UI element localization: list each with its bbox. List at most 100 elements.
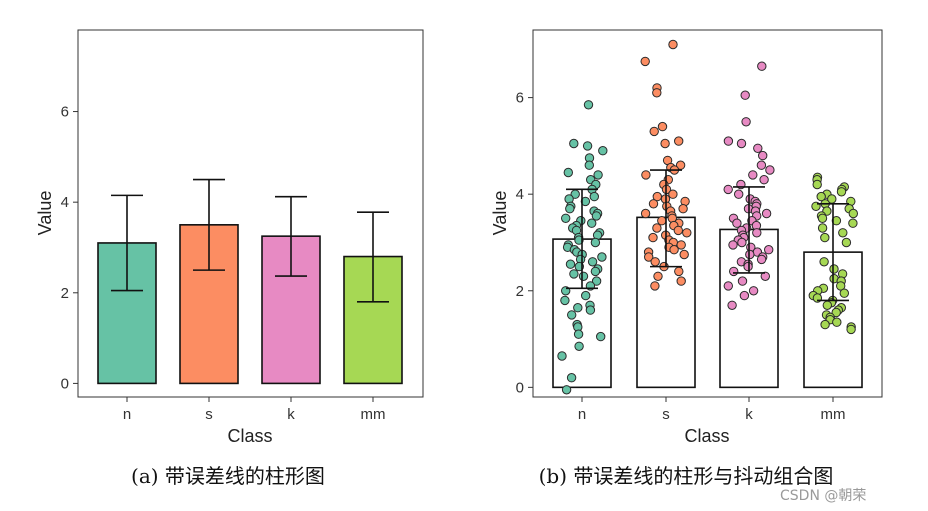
chart-b-point-s	[669, 245, 679, 255]
chart-b-point-k	[723, 184, 733, 195]
chart-b-point-k	[759, 175, 769, 185]
chart-b-point-mm	[839, 288, 849, 298]
chart-b-point-s	[674, 266, 684, 277]
chart-b-ytick-label: 6	[516, 90, 524, 107]
chart-b-point-s	[652, 223, 662, 233]
chart-b-point-n	[565, 259, 576, 269]
chart-b-point-s	[668, 39, 678, 50]
chart-b-point-n	[585, 305, 596, 315]
chart-b-point-mm	[832, 317, 842, 327]
chart-b-point-n	[587, 257, 598, 267]
chart-b-xtick-label: n	[578, 406, 586, 423]
chart-b-ytick-label: 4	[516, 186, 524, 203]
chart-b-point-n	[563, 167, 573, 178]
chart-b-point-n	[587, 218, 597, 228]
chart-b-point-k	[741, 117, 751, 127]
chart-b-point-n	[590, 266, 601, 277]
chart-b-point-k	[760, 271, 770, 281]
chart-a-xlabel: Class	[227, 426, 272, 446]
chart-b-point-s	[650, 281, 660, 291]
chart-b-xlabel: Class	[684, 426, 729, 446]
chart-b-point-k	[748, 170, 758, 180]
chart-b-xtick-label: mm	[821, 406, 846, 423]
chart-b-point-n	[557, 351, 567, 361]
chart-b-bar-n	[552, 238, 612, 389]
chart-b-point-n	[569, 269, 579, 279]
chart-a-ylabel: Value	[35, 191, 55, 236]
chart-b-point-k	[764, 245, 774, 255]
chart-b-point-mm	[829, 264, 839, 274]
chart-b-point-k	[752, 228, 762, 238]
chart-b: 0 2 4 6 n s k mm Class Value (b) 带误差线的柱形与抖动组合图	[490, 29, 883, 488]
chart-b-point-mm	[817, 213, 828, 224]
chart-b-point-mm	[831, 307, 841, 318]
chart-b-caption: (b) 带误差线的柱形与抖动组合图	[539, 464, 834, 488]
chart-b-point-k	[743, 261, 753, 272]
chart-b-point-n	[597, 252, 607, 262]
chart-b-point-mm	[846, 324, 856, 335]
chart-b-point-n	[596, 331, 606, 342]
chart-b-point-s	[674, 136, 684, 146]
chart-b-point-k	[723, 136, 734, 146]
chart-b-point-k	[757, 61, 767, 71]
chart-b-point-mm	[820, 319, 830, 330]
chart-b-point-mm	[838, 228, 848, 238]
chart-b-point-n	[574, 235, 584, 245]
chart-b-point-mm	[817, 223, 828, 233]
chart-b-point-n	[566, 373, 577, 383]
chart-b-point-n	[598, 146, 608, 156]
chart-a-ytick-label: 0	[61, 375, 69, 392]
chart-b-point-mm	[819, 257, 829, 267]
chart-b-point-k	[765, 165, 775, 175]
chart-b-xtick-label: s	[662, 406, 670, 423]
chart-b-point-s	[657, 121, 668, 132]
watermark: CSDN @朝荣	[780, 488, 866, 504]
chart-b-point-k	[739, 290, 750, 301]
chart-b-point-s	[640, 56, 650, 67]
chart-b-point-n	[573, 329, 584, 339]
chart-b-point-k	[756, 160, 767, 170]
chart-b-point-mm	[816, 191, 826, 202]
chart-b-point-k	[723, 281, 733, 291]
chart-b-point-s	[648, 232, 658, 243]
chart-b-point-n	[591, 276, 602, 286]
chart-b-point-k	[758, 150, 768, 161]
chart-b-point-n	[565, 204, 575, 214]
chart-b-point-k	[756, 254, 767, 265]
chart-b-point-s	[668, 189, 678, 199]
chart-a: 0 2 4 6 n s k mm Class Value (a) 带误差线的柱形图	[35, 29, 424, 488]
chart-b-point-mm	[836, 281, 846, 291]
chart-b-point-k	[734, 189, 744, 199]
chart-b-point-n	[582, 141, 593, 151]
chart-b-point-s	[640, 208, 651, 219]
chart-b-point-k	[727, 300, 737, 310]
chart-b-point-n	[561, 213, 571, 224]
chart-b-point-n	[581, 290, 591, 301]
chart-b-point-n	[573, 303, 583, 313]
chart-a-caption: (a) 带误差线的柱形图	[131, 464, 325, 488]
chart-b-point-n	[560, 295, 570, 306]
chart-b-point-s	[678, 204, 688, 214]
chart-b-point-s	[682, 228, 692, 238]
chart-b-point-n	[583, 100, 594, 110]
chart-b-point-s	[649, 126, 659, 137]
chart-b-point-k	[732, 218, 742, 228]
chart-b-point-n	[578, 271, 589, 281]
chart-a-xtick-label: mm	[361, 406, 386, 423]
chart-b-point-k	[728, 240, 738, 250]
chart-b-point-mm	[836, 187, 847, 197]
chart-b-point-n	[593, 170, 603, 180]
chart-b-point-mm	[841, 237, 852, 248]
chart-b-point-s	[673, 225, 683, 236]
chart-b-ytick-label: 2	[516, 283, 524, 300]
chart-b-point-s	[648, 199, 659, 209]
chart-b-point-n	[589, 191, 599, 202]
chart-b-point-k	[753, 143, 763, 154]
chart-a-xtick-label: s	[205, 406, 213, 423]
chart-b-xtick-label: k	[745, 406, 753, 423]
chart-b-point-s	[650, 257, 660, 267]
chart-b-point-n	[584, 160, 594, 170]
chart-b-point-s	[660, 138, 670, 149]
chart-b-point-s	[644, 252, 654, 262]
